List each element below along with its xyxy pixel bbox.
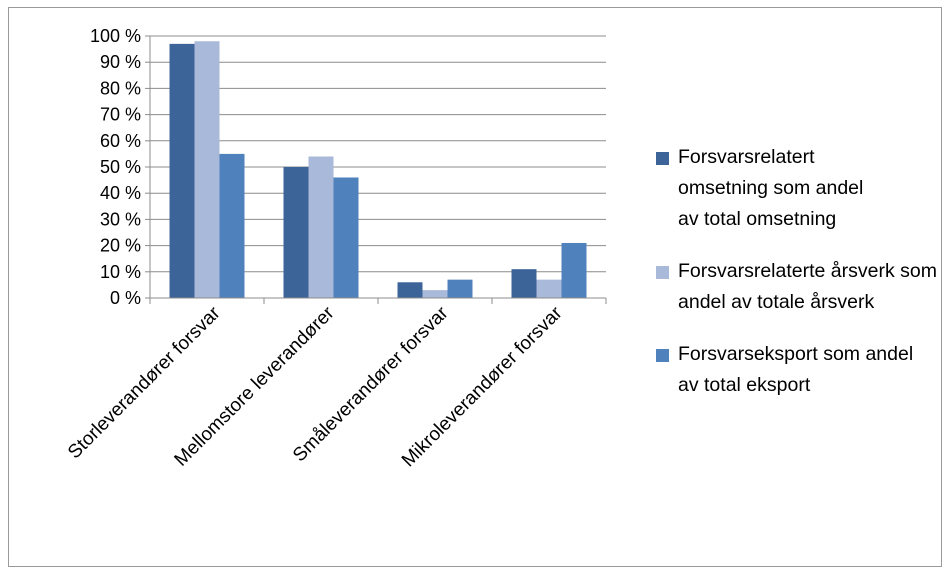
y-tick-label: 0 % [110,288,141,308]
y-tick-label: 40 % [100,183,141,203]
legend-swatch [656,152,669,165]
bar-2-4 [536,279,562,298]
legend-label: Forsvarseksport som andel av total ekspo… [678,343,914,396]
legend-item: Forsvarsrelaterte årsverk som andel av t… [654,256,952,318]
axes [149,36,607,304]
y-tick-label: 10 % [100,262,141,282]
y-axis-tick-labels: 0 % 10 % 20 % 30 % 40 % 50 % 60 % 70 % 80 % 90 % 1… [90,26,141,308]
bar-2-3 [422,290,448,298]
y-tick-label: 80 % [100,78,141,98]
bar-2-2 [308,156,334,298]
bar-1-3 [397,282,423,298]
bar-1-4 [511,269,537,298]
bar-chart: 0 % 10 % 20 % 30 % 40 % 50 % 60 % 70 % 80 % 90 % 1… [64,26,607,471]
bar-3-1 [219,153,245,298]
y-tick-label: 30 % [100,209,141,229]
bar-1-1 [169,43,195,298]
y-tick-label: 60 % [100,131,141,151]
legend-swatch [656,266,669,279]
bar-3-4 [561,242,587,298]
y-tick-label: 90 % [100,52,141,72]
bar-3-2 [333,177,359,298]
y-tick-label: 100 % [90,26,141,46]
legend-item: Forsvarsrelatert omsetning som andel av … [654,142,878,235]
legend-label: Forsvarsrelaterte årsverk som andel av t… [678,260,937,313]
chart-frame: 0 % 10 % 20 % 30 % 40 % 50 % 60 % 70 % 80 % 90 % 1… [8,7,942,567]
legend-swatch [656,349,669,362]
y-tick-label: 20 % [100,236,141,256]
bar-3-3 [447,279,473,298]
legend: Forsvarsrelatert omsetning som andel av … [654,142,952,422]
y-tick-label: 70 % [100,105,141,125]
legend-label: Forsvarsrelatert omsetning som andel av … [678,146,864,230]
bars [169,41,587,299]
bar-1-2 [283,167,309,298]
legend-item: Forsvarseksport som andel av total ekspo… [654,339,938,401]
y-tick-label: 50 % [100,157,141,177]
bar-2-1 [194,41,220,299]
